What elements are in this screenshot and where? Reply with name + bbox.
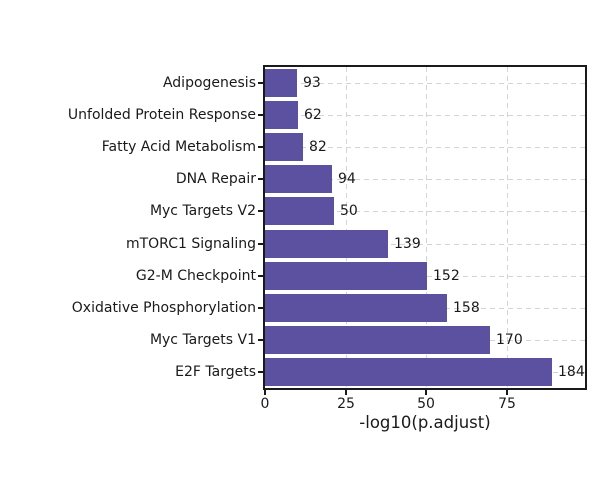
bar-value-label-myc-targets-v1: 170 bbox=[496, 332, 523, 348]
bar-myc-targets-v1 bbox=[265, 326, 490, 354]
x-axis-label: -log10(p.adjust) bbox=[359, 413, 491, 432]
x-tick-75 bbox=[506, 389, 508, 395]
y-tick-label-adipogenesis: Adipogenesis bbox=[162, 75, 256, 91]
bar-value-label-myc-targets-v2: 50 bbox=[340, 203, 358, 219]
y-tick-label-dna-repair: DNA Repair bbox=[175, 171, 256, 187]
y-tick-label-oxidative-phosphorylation: Oxidative Phosphorylation bbox=[71, 300, 256, 316]
y-tick-label-e2f-targets: E2F Targets bbox=[175, 364, 256, 380]
x-tick-label-75: 75 bbox=[498, 396, 516, 412]
gridline-y-dna-repair bbox=[265, 179, 585, 180]
bar-mtorc1-signaling bbox=[265, 230, 388, 258]
x-tick-50 bbox=[425, 389, 427, 395]
y-tick-label-fatty-acid-metabolism: Fatty Acid Metabolism bbox=[101, 139, 256, 155]
y-tick-dna-repair bbox=[258, 178, 264, 180]
y-tick-label-myc-targets-v2: Myc Targets V2 bbox=[149, 203, 256, 219]
bar-oxidative-phosphorylation bbox=[265, 294, 447, 322]
gridline-x-50 bbox=[426, 67, 428, 388]
y-tick-myc-targets-v1 bbox=[258, 339, 264, 341]
bar-myc-targets-v2 bbox=[265, 197, 334, 225]
x-tick-label-25: 25 bbox=[337, 396, 355, 412]
bar-value-label-adipogenesis: 93 bbox=[303, 75, 321, 91]
y-tick-e2f-targets bbox=[258, 371, 264, 373]
bar-value-label-mtorc1-signaling: 139 bbox=[394, 236, 421, 252]
x-tick-label-50: 50 bbox=[417, 396, 435, 412]
bar-value-label-dna-repair: 94 bbox=[338, 171, 356, 187]
bar-value-label-oxidative-phosphorylation: 158 bbox=[453, 300, 480, 316]
bar-value-label-unfolded-protein-response: 62 bbox=[304, 107, 322, 123]
gridline-x-75 bbox=[506, 67, 508, 388]
gridline-x-25 bbox=[345, 67, 347, 388]
bar-g2-m-checkpoint bbox=[265, 262, 427, 290]
bar-value-label-g2-m-checkpoint: 152 bbox=[433, 268, 460, 284]
y-tick-oxidative-phosphorylation bbox=[258, 307, 264, 309]
y-tick-label-mtorc1-signaling: mTORC1 Signaling bbox=[125, 236, 256, 252]
gridline-y-mtorc1-signaling bbox=[265, 244, 585, 245]
x-tick-0 bbox=[264, 389, 266, 395]
bar-e2f-targets bbox=[265, 358, 552, 386]
bar-adipogenesis bbox=[265, 69, 297, 97]
bar-dna-repair bbox=[265, 165, 332, 193]
y-tick-fatty-acid-metabolism bbox=[258, 146, 264, 148]
y-tick-g2-m-checkpoint bbox=[258, 275, 264, 277]
y-tick-adipogenesis bbox=[258, 82, 264, 84]
y-tick-mtorc1-signaling bbox=[258, 243, 264, 245]
x-tick-label-0: 0 bbox=[260, 396, 270, 412]
bar-value-label-e2f-targets: 184 bbox=[558, 364, 585, 380]
gridline-y-adipogenesis bbox=[265, 83, 585, 84]
y-tick-label-unfolded-protein-response: Unfolded Protein Response bbox=[67, 107, 256, 123]
bar-unfolded-protein-response bbox=[265, 101, 298, 129]
y-tick-label-myc-targets-v1: Myc Targets V1 bbox=[149, 332, 256, 348]
bar-fatty-acid-metabolism bbox=[265, 133, 303, 161]
gridline-y-fatty-acid-metabolism bbox=[265, 147, 585, 148]
gridline-y-myc-targets-v2 bbox=[265, 211, 585, 212]
gridline-y-unfolded-protein-response bbox=[265, 115, 585, 116]
y-tick-label-g2-m-checkpoint: G2-M Checkpoint bbox=[135, 268, 256, 284]
y-tick-unfolded-protein-response bbox=[258, 114, 264, 116]
bar-value-label-fatty-acid-metabolism: 82 bbox=[309, 139, 327, 155]
y-tick-myc-targets-v2 bbox=[258, 210, 264, 212]
x-tick-25 bbox=[345, 389, 347, 395]
